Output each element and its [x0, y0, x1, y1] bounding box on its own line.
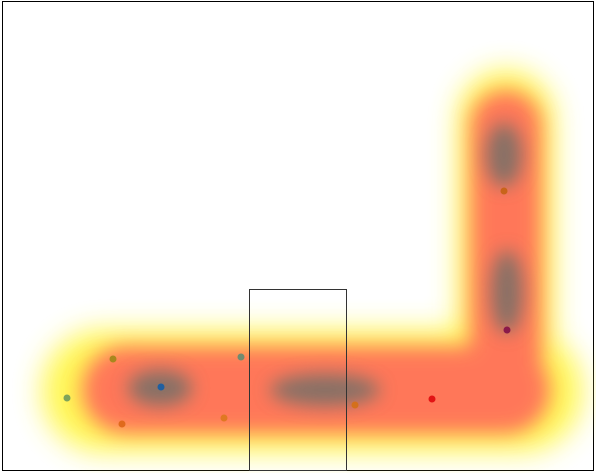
- marker-orange-top[interactable]: [500, 187, 508, 195]
- marker-gray-green[interactable]: [237, 353, 245, 361]
- selection-box[interactable]: [249, 289, 347, 471]
- marker-green-left[interactable]: [63, 394, 71, 402]
- marker-red[interactable]: [428, 395, 436, 403]
- marker-olive-top[interactable]: [109, 355, 117, 363]
- marker-orange-right[interactable]: [351, 401, 359, 409]
- marker-orange-mid[interactable]: [220, 414, 228, 422]
- marker-maroon[interactable]: [503, 326, 511, 334]
- marker-blue[interactable]: [157, 383, 165, 391]
- marker-layer: [63, 187, 511, 428]
- marker-orange-bottom[interactable]: [118, 420, 126, 428]
